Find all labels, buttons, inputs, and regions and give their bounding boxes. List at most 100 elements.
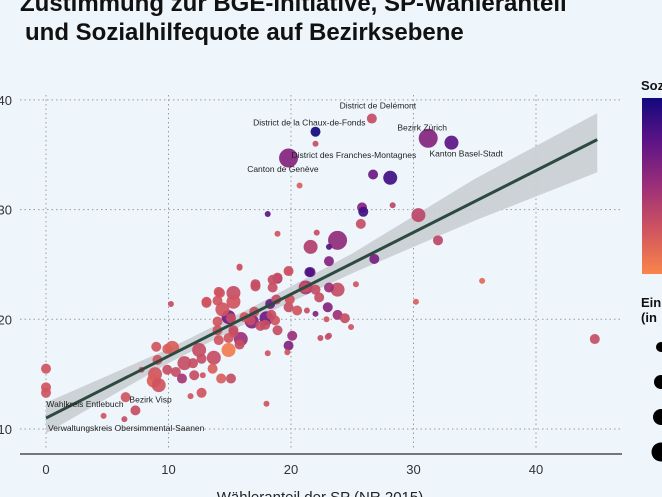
data-point [264,210,271,217]
data-point [272,272,283,283]
data-point [212,316,223,327]
data-point [389,202,396,209]
data-point [206,350,221,365]
data-point [355,218,366,229]
point-label: Bezirk Visp [129,394,172,404]
data-point [589,334,600,345]
data-point [213,335,224,346]
data-point [303,239,318,254]
data-point [176,373,187,384]
data-point [272,325,283,336]
data-point [214,287,225,298]
data-point [120,392,131,403]
data-point [267,282,278,293]
data-point [225,373,236,384]
size-legend-dot [654,375,662,389]
data-point [325,243,332,250]
data-point [296,182,303,189]
data-point [285,269,292,276]
data-point [207,363,218,374]
data-point [226,294,241,309]
confidence-band-area [46,113,598,434]
point-label: District des Franches-Montagnes [292,150,417,160]
point-label: Verwaltungskreis Obersimmental-Saanen [48,423,205,433]
data-point [383,170,398,185]
data-point [312,310,319,317]
data-point [41,363,51,374]
y-tick-label: 10 [0,422,12,437]
regression-line [45,138,598,420]
data-point [121,416,128,423]
colorbar [642,98,662,274]
data-point [411,208,426,223]
size-legend-title-line-2: (in [641,310,657,325]
data-point [192,343,207,358]
data-point [310,126,321,137]
x-tick-label: 40 [529,462,543,477]
data-point [310,284,321,295]
data-point [221,343,236,358]
data-point [201,297,212,308]
data-point [324,333,331,340]
data-point [433,235,443,246]
data-point [167,300,174,307]
data-point [264,350,271,357]
data-point [187,393,194,400]
x-tick-label: 20 [284,462,298,477]
data-point [366,113,377,124]
data-point [188,358,198,369]
data-point [283,340,294,351]
data-point [263,400,270,407]
data-point [287,330,298,341]
data-point [177,356,192,371]
point-label: District de Delémont [340,101,417,111]
point-label: Bezirk Zürich [397,122,447,132]
data-point [215,302,230,317]
data-point [266,309,277,320]
data-point [358,206,369,217]
data-point [130,405,141,416]
data-point [162,364,173,375]
data-point [234,339,245,350]
data-point [245,315,256,326]
x-tick-label: 0 [42,462,49,477]
data-point [223,332,234,343]
x-axis-label: Wähleranteil der SP (NR 2015) [217,489,423,497]
data-point [312,140,319,147]
size-legend-title-line-1: Ein [641,295,661,310]
point-label: Kanton Basel-Stadt [429,149,503,159]
point-label: Canton de Genève [247,164,319,174]
data-point [322,302,333,313]
data-point [330,282,345,297]
y-tick-label: 40 [0,93,12,108]
data-point [196,387,207,398]
size-legend-dot [653,409,662,425]
point-labels: District de Delémont District de la Chaux… [46,101,503,434]
data-point [444,135,459,150]
data-point [274,230,281,237]
data-point [212,295,223,306]
data-point [328,230,348,250]
legend: Soz Ein (in [641,78,662,462]
x-tick-label: 10 [161,462,175,477]
data-point [100,412,107,419]
data-point [303,307,310,314]
data-point [412,298,419,305]
data-point [283,302,294,313]
data-point [151,341,162,352]
data-point [236,263,243,270]
data-point [292,305,303,316]
data-point [313,229,320,236]
chart-title-line-1: Zustimmung zur BGE-Initiative, SP-Wähler… [20,0,567,17]
data-point [304,267,315,278]
data-point [352,281,359,288]
confidence-band [46,113,598,434]
regression-line-path [45,138,598,420]
data-point [339,313,350,324]
data-point [216,373,227,384]
point-label: District de la Chaux-de-Fonds [253,118,365,128]
y-tick-label: 30 [0,203,12,218]
x-tick-label: 30 [406,462,420,477]
data-point [323,256,334,267]
